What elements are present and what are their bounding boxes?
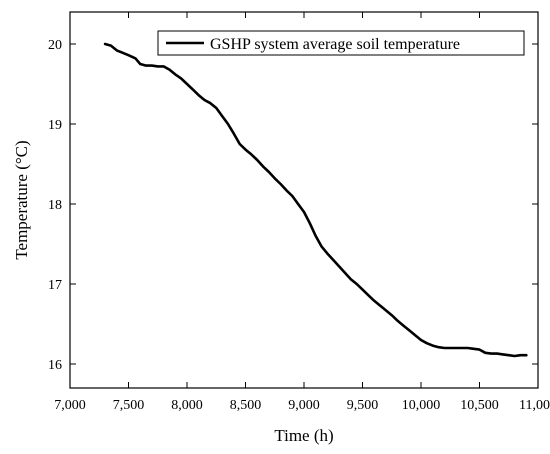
plot-frame	[69, 11, 539, 389]
y-tick-label: 18	[48, 198, 62, 213]
series-line	[103, 42, 528, 358]
legend: GSHP system average soil temperature	[157, 30, 525, 56]
x-tick-label: 10,500	[460, 398, 499, 413]
x-tick-label: 7,500	[113, 398, 145, 413]
x-axis-title: Time (h)	[274, 426, 333, 445]
x-tick-label: 11,000	[519, 398, 550, 413]
x-tick-label: 9,000	[288, 398, 320, 413]
y-tick-label: 19	[48, 118, 62, 133]
x-tick-label: 8,000	[171, 398, 203, 413]
ticks: 7,000 7,500 8,000 8,500 9,000 9,500 10,000 10,5…	[48, 12, 550, 413]
x-tick-label: 10,000	[402, 398, 441, 413]
y-tick-label: 20	[48, 38, 62, 53]
axes	[69, 11, 539, 389]
plot-series	[103, 42, 528, 358]
legend-box	[157, 30, 525, 56]
legend-entry-label: GSHP system average soil temperature	[210, 36, 460, 53]
y-tick-label: 16	[48, 358, 62, 373]
y-axis-title: Temperature (°C)	[12, 140, 31, 259]
x-tick-label: 9,500	[347, 398, 379, 413]
x-tick-label: 8,500	[230, 398, 262, 413]
x-tick-label: 7,000	[54, 398, 86, 413]
y-tick-label: 17	[48, 278, 62, 293]
